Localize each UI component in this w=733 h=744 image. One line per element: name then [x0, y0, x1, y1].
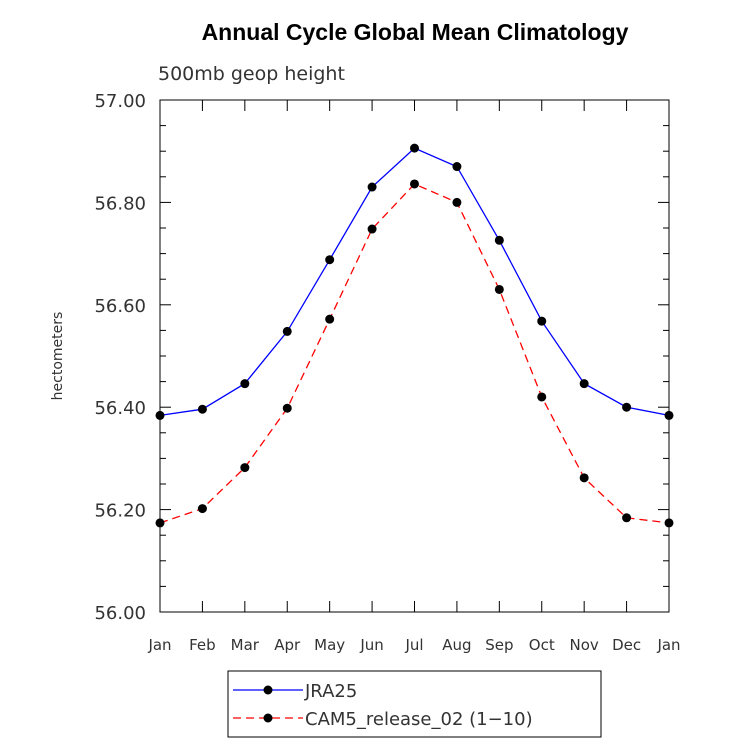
legend: JRA25 CAM5_release_02 (1−10): [227, 670, 602, 738]
data-point: [537, 392, 547, 402]
x-tick-label: Dec: [612, 636, 641, 654]
x-tick-label: Nov: [570, 636, 599, 654]
y-axis-label: hectometers: [50, 312, 66, 401]
x-tick-label: Jan: [656, 636, 680, 654]
data-point: [282, 403, 292, 413]
data-point: [367, 224, 377, 234]
data-point: [410, 143, 419, 153]
legend-label: CAM5_release_02 (1−10): [305, 709, 533, 730]
series-2: [155, 179, 674, 528]
data-point: [579, 379, 589, 389]
x-tick-label: Oct: [529, 636, 555, 654]
data-point: [452, 197, 462, 207]
data-point: [197, 404, 207, 414]
data-point: [410, 179, 419, 189]
x-tick-label: Jun: [359, 636, 383, 654]
data-point: [537, 316, 547, 326]
plot-frame: [159, 99, 670, 613]
y-tick-label: 56.80: [94, 193, 146, 214]
data-point: [494, 235, 504, 245]
x-tick-label: Mar: [231, 636, 260, 654]
series-1: [155, 143, 674, 420]
x-tick-label: Sep: [485, 636, 513, 654]
data-point: [325, 314, 335, 324]
y-tick-label: 57.00: [94, 91, 146, 112]
y-tick-label: 56.40: [94, 398, 146, 419]
data-point: [494, 284, 504, 294]
x-tick-label: Aug: [442, 636, 471, 654]
legend-marker: [263, 713, 273, 723]
data-point: [452, 162, 462, 172]
chart-subtitle: 500mb geop height: [158, 63, 345, 85]
legend-box: [227, 670, 602, 738]
legend-label: JRA25: [304, 681, 357, 702]
x-tick-label: May: [314, 636, 345, 654]
x-tick-label: Jul: [404, 636, 423, 654]
x-tick-label: Apr: [274, 636, 301, 654]
data-point: [282, 326, 292, 336]
data-point: [622, 402, 632, 412]
y-tick-label: 56.00: [94, 603, 146, 624]
ticks-layer: 56.00 56.20 56.40 56.60 56.80 57.00 Jan Feb Mar A…: [94, 91, 680, 654]
data-point: [325, 255, 335, 265]
legend-marker: [263, 685, 273, 695]
series-line: [159, 183, 670, 524]
data-point: [579, 473, 589, 483]
data-point: [367, 182, 377, 192]
y-tick-label: 56.60: [94, 296, 146, 317]
data-point: [622, 513, 632, 523]
series-layer: [155, 143, 674, 528]
x-tick-label: Jan: [147, 636, 171, 654]
data-point: [240, 463, 250, 473]
y-tick-label: 56.20: [94, 501, 146, 522]
x-tick-label: Feb: [189, 636, 216, 654]
data-point: [197, 504, 207, 514]
chart-title: Annual Cycle Global Mean Climatology: [202, 19, 629, 45]
data-point: [240, 379, 250, 389]
